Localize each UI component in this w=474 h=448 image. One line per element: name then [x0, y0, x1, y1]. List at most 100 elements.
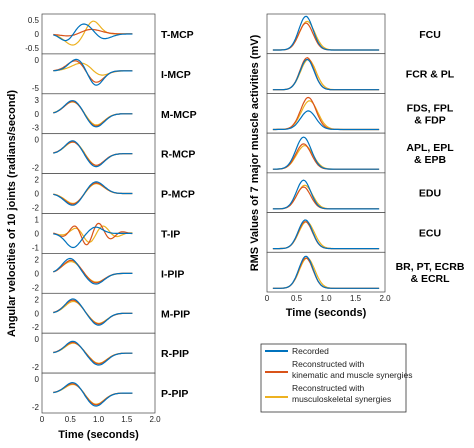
- y-tick-label: 2: [35, 295, 40, 304]
- x-tick-label: 2.0: [149, 415, 161, 424]
- x-tick-label: 0.5: [65, 415, 77, 424]
- panel-frame: [41, 372, 156, 414]
- series-line: [272, 219, 380, 250]
- joint-panel-label: I-PIP: [161, 268, 184, 280]
- series-line: [53, 381, 133, 407]
- legend-label-recorded: Recorded: [292, 346, 329, 356]
- series-line: [272, 15, 380, 51]
- muscle-panel: FCR & PL: [266, 53, 455, 94]
- muscle-panel: ECU: [266, 212, 441, 253]
- muscle-panel-label: BR, PT, ECRB: [396, 261, 465, 273]
- series-line: [53, 58, 133, 86]
- y-tick-label: 2: [35, 176, 40, 185]
- series-line: [272, 58, 380, 91]
- joint-panel: 2 0 -2 I-PIP: [32, 253, 184, 294]
- y-tick-label: 3: [35, 96, 40, 105]
- y-tick-label: 0: [35, 190, 40, 199]
- legend-label-kinematic-1: Reconstructed with: [292, 359, 365, 369]
- y-axis-label: Angular velocities of 10 joints (radians…: [6, 90, 18, 337]
- muscle-panel-label: FDS, FPL: [407, 102, 454, 114]
- x-tick-label: 1.5: [350, 294, 362, 303]
- series-line: [53, 222, 133, 246]
- series-line: [53, 100, 133, 128]
- x-axis-label: Time (seconds): [58, 429, 139, 441]
- y-tick-label: -3: [32, 124, 40, 133]
- joint-panel-label: T-MCP: [161, 29, 194, 41]
- x-tick-label: 0: [265, 294, 270, 303]
- y-tick-label: -2: [32, 403, 40, 412]
- muscle-panel-label: & EPB: [414, 154, 447, 166]
- x-axis-label: Time (seconds): [286, 307, 367, 319]
- y-tick-label: -1: [32, 243, 40, 252]
- panel-frame: [266, 212, 386, 253]
- legend-label-musculoskeletal-1: Reconstructed with: [292, 383, 365, 393]
- muscle-panel: FCU: [266, 13, 441, 55]
- series-line: [272, 179, 380, 210]
- y-tick-label: -5: [32, 84, 40, 93]
- y-tick-label: -2: [32, 283, 40, 292]
- series-line: [53, 226, 133, 249]
- panel-frame: [41, 93, 156, 135]
- joint-panel: 1 0 -1 T-IP: [32, 213, 180, 254]
- joint-panel: 0 -2 P-PIP: [32, 372, 188, 414]
- muscle-activity-chart: FCU FCR & PL FDS, FPL& FDP APL, EPL& EPB EDU…: [249, 13, 465, 319]
- x-tick-label: 1.0: [320, 294, 332, 303]
- panel-frame: [266, 172, 386, 213]
- series-line: [53, 140, 133, 168]
- joint-panel-label: M-PIP: [161, 308, 190, 320]
- joint-panel: 0 -2 R-MCP: [32, 133, 195, 174]
- y-tick-label: 0: [35, 309, 40, 318]
- series-line: [272, 110, 380, 131]
- x-tick-label: 2.0: [379, 294, 391, 303]
- muscle-panel-label: & ECRL: [410, 273, 450, 285]
- joint-panel-label: P-MCP: [161, 189, 195, 201]
- series-line: [272, 136, 380, 170]
- series-line: [272, 255, 380, 289]
- panel-frame: [41, 13, 156, 55]
- panel-frame: [41, 332, 156, 374]
- y-tick-label: 0: [35, 229, 40, 238]
- joint-panel: 0 -5 I-MCP: [32, 53, 191, 95]
- y-tick-label: -2: [32, 323, 40, 332]
- joint-panel: 2 0 -2 P-MCP: [32, 173, 195, 214]
- series-line: [53, 298, 133, 326]
- y-tick-label: 1: [35, 216, 40, 225]
- y-tick-label: 0: [35, 56, 40, 65]
- y-tick-label: -2: [32, 164, 40, 173]
- joint-panel-label: M-MCP: [161, 109, 197, 121]
- y-tick-label: 0.5: [28, 16, 40, 25]
- x-tick-label: 0.5: [291, 294, 303, 303]
- panel-frame: [41, 173, 156, 214]
- x-tick-label: 1.5: [121, 415, 133, 424]
- legend: Recorded Reconstructed with kinematic an…: [260, 343, 412, 413]
- y-tick-label: -2: [32, 204, 40, 213]
- muscle-panel-label: EDU: [419, 188, 441, 200]
- y-tick-label: -2: [32, 363, 40, 372]
- muscle-panel-label: ECU: [419, 227, 441, 239]
- joint-panel-label: R-MCP: [161, 149, 195, 161]
- joint-panel: 3 0 -3 M-MCP: [32, 93, 197, 135]
- y-tick-label: 0: [35, 30, 40, 39]
- muscle-panel-label: APL, EPL: [406, 142, 454, 154]
- x-tick-label: 0: [40, 415, 45, 424]
- y-tick-label: 0: [35, 136, 40, 145]
- panel-frame: [41, 133, 156, 174]
- panel-frame: [266, 13, 386, 55]
- muscle-panel-label: FCR & PL: [406, 69, 455, 81]
- series-line: [53, 181, 133, 206]
- panel-frame: [266, 53, 386, 94]
- muscle-panel: FDS, FPL& FDP: [266, 93, 454, 134]
- y-tick-label: 2: [35, 255, 40, 264]
- joint-panel-label: R-PIP: [161, 348, 189, 360]
- panel-frame: [41, 213, 156, 254]
- y-tick-label: 0: [35, 110, 40, 119]
- y-tick-label: -0.5: [25, 44, 39, 53]
- series-line: [53, 23, 133, 42]
- joint-panel-label: I-MCP: [161, 69, 191, 81]
- y-tick-label: 0: [35, 335, 40, 344]
- joint-panel: 2 0 -2 M-PIP: [32, 292, 190, 334]
- x-tick-label: 1.0: [93, 415, 105, 424]
- y-tick-label: 0: [35, 269, 40, 278]
- panel-frame: [41, 292, 156, 334]
